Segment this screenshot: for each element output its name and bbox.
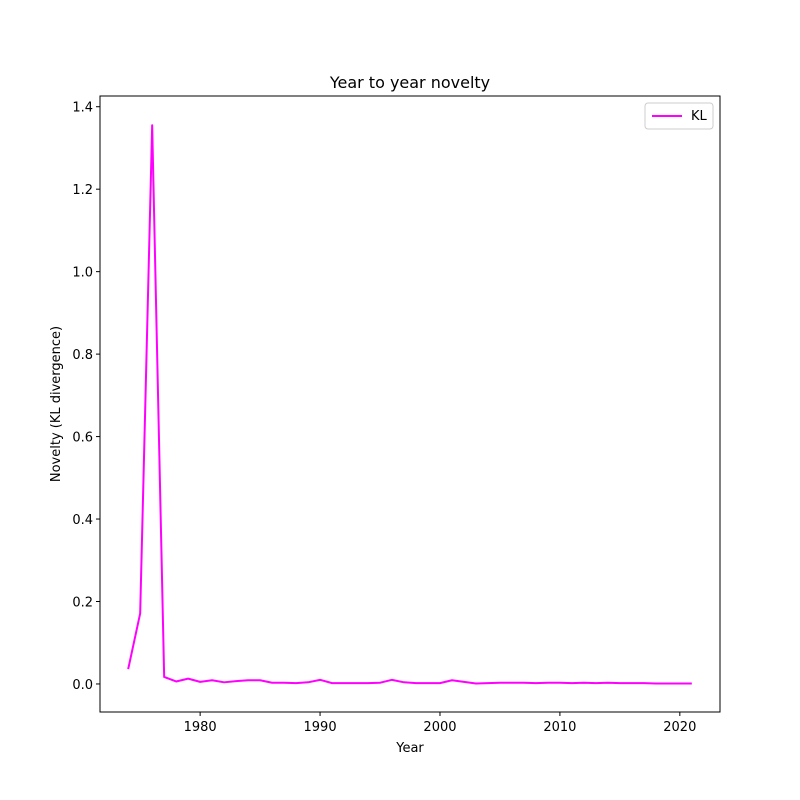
legend-label-kl: KL bbox=[691, 109, 708, 124]
y-tick-label: 1.4 bbox=[72, 101, 93, 116]
y-tick-label: 0.2 bbox=[72, 595, 93, 610]
plot-frame bbox=[99, 95, 721, 713]
y-tick-label: 0.8 bbox=[72, 348, 93, 363]
x-tick-label: 2010 bbox=[543, 720, 576, 735]
x-axis-label: Year bbox=[395, 741, 424, 756]
x-tick-label: 2020 bbox=[663, 720, 696, 735]
y-axis-label: Novelty (KL divergence) bbox=[49, 326, 64, 482]
y-tick-label: 0.0 bbox=[72, 678, 93, 693]
series-line-kl bbox=[127, 124, 692, 685]
chart-title: Year to year novelty bbox=[329, 73, 490, 92]
x-tick-label: 1980 bbox=[184, 720, 217, 735]
y-tick-label: 1.2 bbox=[72, 183, 93, 198]
plot-area: 1980 1990 2000 2010 2020 0.0 0.2 0.4 0.6 0.8 1.0 1.… bbox=[72, 95, 721, 735]
x-tick-label: 2000 bbox=[423, 720, 456, 735]
y-tick-label: 0.4 bbox=[72, 513, 93, 528]
y-tick-label: 0.6 bbox=[72, 431, 93, 446]
legend: KL bbox=[644, 102, 714, 130]
x-tick-label: 1990 bbox=[304, 720, 337, 735]
y-tick-label: 1.0 bbox=[72, 266, 93, 281]
